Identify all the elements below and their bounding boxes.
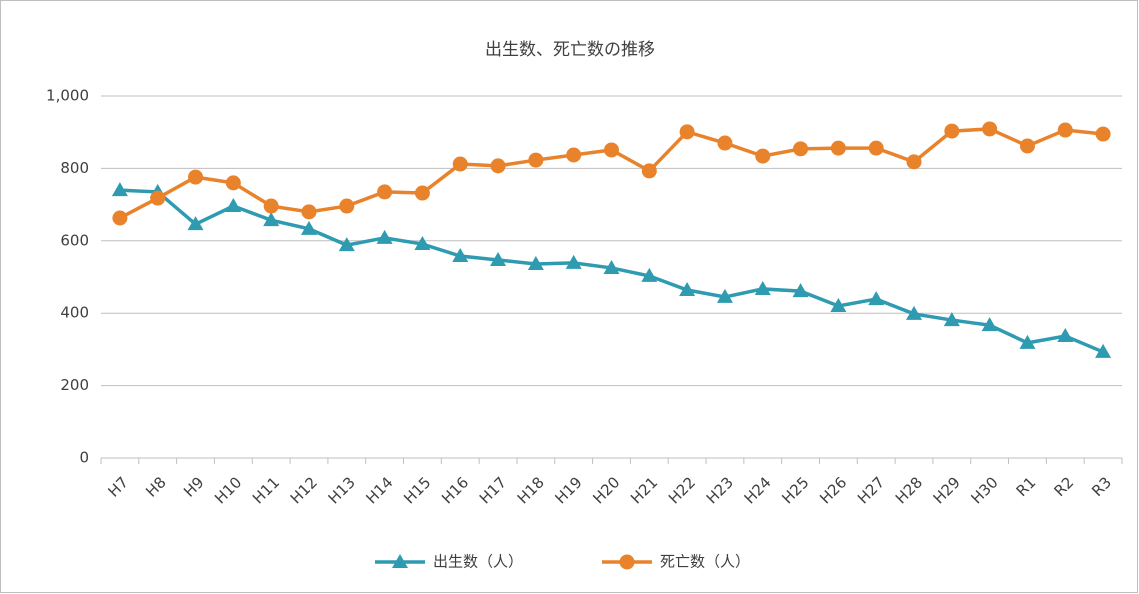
data-point	[112, 210, 128, 226]
data-point	[452, 156, 468, 172]
y-tick-label: 800	[60, 159, 89, 177]
data-point	[263, 212, 280, 227]
data-point	[717, 135, 733, 151]
data-point	[604, 142, 619, 158]
legend-label: 出生数（人）	[433, 553, 523, 571]
data-point	[225, 198, 242, 213]
data-point	[301, 204, 317, 220]
data-point	[792, 283, 809, 298]
data-point	[339, 198, 355, 214]
data-point	[1057, 122, 1073, 138]
data-point	[906, 305, 923, 320]
data-point	[490, 251, 507, 266]
data-point	[376, 229, 393, 244]
data-point	[641, 267, 658, 282]
data-point	[1095, 343, 1112, 358]
data-point	[414, 236, 431, 251]
y-tick-label: 200	[60, 376, 89, 394]
data-point	[527, 255, 544, 270]
data-point	[188, 169, 204, 185]
chart-title: 出生数、死亡数の推移	[485, 40, 655, 60]
data-point	[263, 198, 279, 214]
data-point	[981, 317, 998, 332]
data-point	[906, 154, 922, 170]
data-point	[1057, 328, 1074, 343]
data-point	[377, 184, 393, 200]
legend-marker	[392, 554, 408, 568]
data-point	[982, 121, 998, 137]
data-point	[225, 175, 241, 191]
data-point	[565, 254, 582, 269]
data-point	[338, 237, 355, 252]
y-tick-label: 600	[60, 231, 89, 249]
data-point	[566, 147, 582, 163]
y-tick-label: 400	[60, 304, 89, 322]
data-point	[679, 124, 695, 140]
y-tick-label: 0	[79, 449, 89, 467]
data-point	[187, 216, 204, 231]
data-point	[754, 280, 771, 295]
data-point	[641, 163, 657, 179]
data-point	[868, 291, 885, 306]
data-point	[716, 288, 733, 303]
data-point	[490, 158, 506, 174]
data-point	[528, 152, 544, 168]
legend-marker	[619, 554, 635, 570]
data-point	[300, 220, 317, 235]
data-point	[414, 185, 430, 201]
data-point	[150, 190, 166, 206]
data-point	[603, 259, 620, 274]
y-tick-label: 1,000	[46, 87, 89, 105]
data-point	[1019, 334, 1036, 349]
data-point	[793, 141, 809, 157]
data-point	[944, 123, 960, 139]
data-point	[830, 140, 846, 156]
data-point	[452, 248, 469, 263]
legend-label: 死亡数（人）	[660, 553, 750, 571]
data-point	[943, 312, 960, 327]
data-point	[755, 148, 771, 164]
data-point	[111, 182, 128, 197]
data-point	[1019, 138, 1035, 154]
data-point	[830, 297, 847, 312]
data-point	[868, 140, 884, 156]
data-point	[679, 282, 696, 297]
data-point	[1095, 126, 1111, 142]
